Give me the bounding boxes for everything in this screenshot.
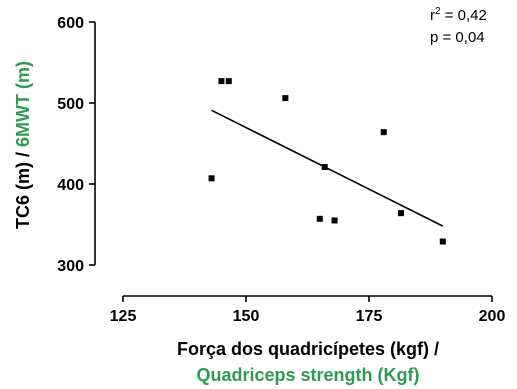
y-axis-title-pt: TC6 (m) / bbox=[13, 147, 33, 229]
regression-line bbox=[211, 109, 444, 227]
x-axis-title-en: Quadriceps strength (Kgf) bbox=[196, 365, 419, 385]
r-squared-annotation: r2 = 0,42 bbox=[430, 6, 487, 24]
x-tick-label: 125 bbox=[110, 308, 137, 325]
x-tick-label: 175 bbox=[356, 308, 383, 325]
data-point bbox=[218, 78, 225, 85]
y-axis-title-en: 6MWT (m) bbox=[13, 61, 33, 147]
y-tick-label: 400 bbox=[57, 177, 84, 194]
data-point bbox=[439, 238, 446, 245]
x-tick-labels: 125 150 175 200 bbox=[110, 308, 506, 325]
data-points bbox=[208, 78, 446, 245]
x-axis-title-pt: Força dos quadricípetes (kgf) / bbox=[177, 339, 439, 359]
y-tick-labels: 300 400 500 600 bbox=[57, 15, 84, 275]
x-tick-label: 200 bbox=[479, 308, 506, 325]
axes bbox=[89, 21, 493, 302]
y-tick-label: 500 bbox=[57, 96, 84, 113]
y-tick-label: 300 bbox=[57, 258, 84, 275]
data-point bbox=[397, 210, 404, 217]
y-axis-title: TC6 (m) / 6MWT (m) bbox=[13, 61, 33, 229]
y-tick-label: 600 bbox=[57, 15, 84, 32]
data-point bbox=[331, 217, 338, 224]
data-point bbox=[380, 129, 387, 136]
p-value-annotation: p = 0,04 bbox=[430, 29, 485, 46]
data-point bbox=[316, 215, 323, 222]
data-point bbox=[282, 95, 289, 102]
data-point bbox=[208, 175, 215, 182]
x-tick-label: 150 bbox=[233, 308, 260, 325]
data-point bbox=[225, 78, 232, 85]
